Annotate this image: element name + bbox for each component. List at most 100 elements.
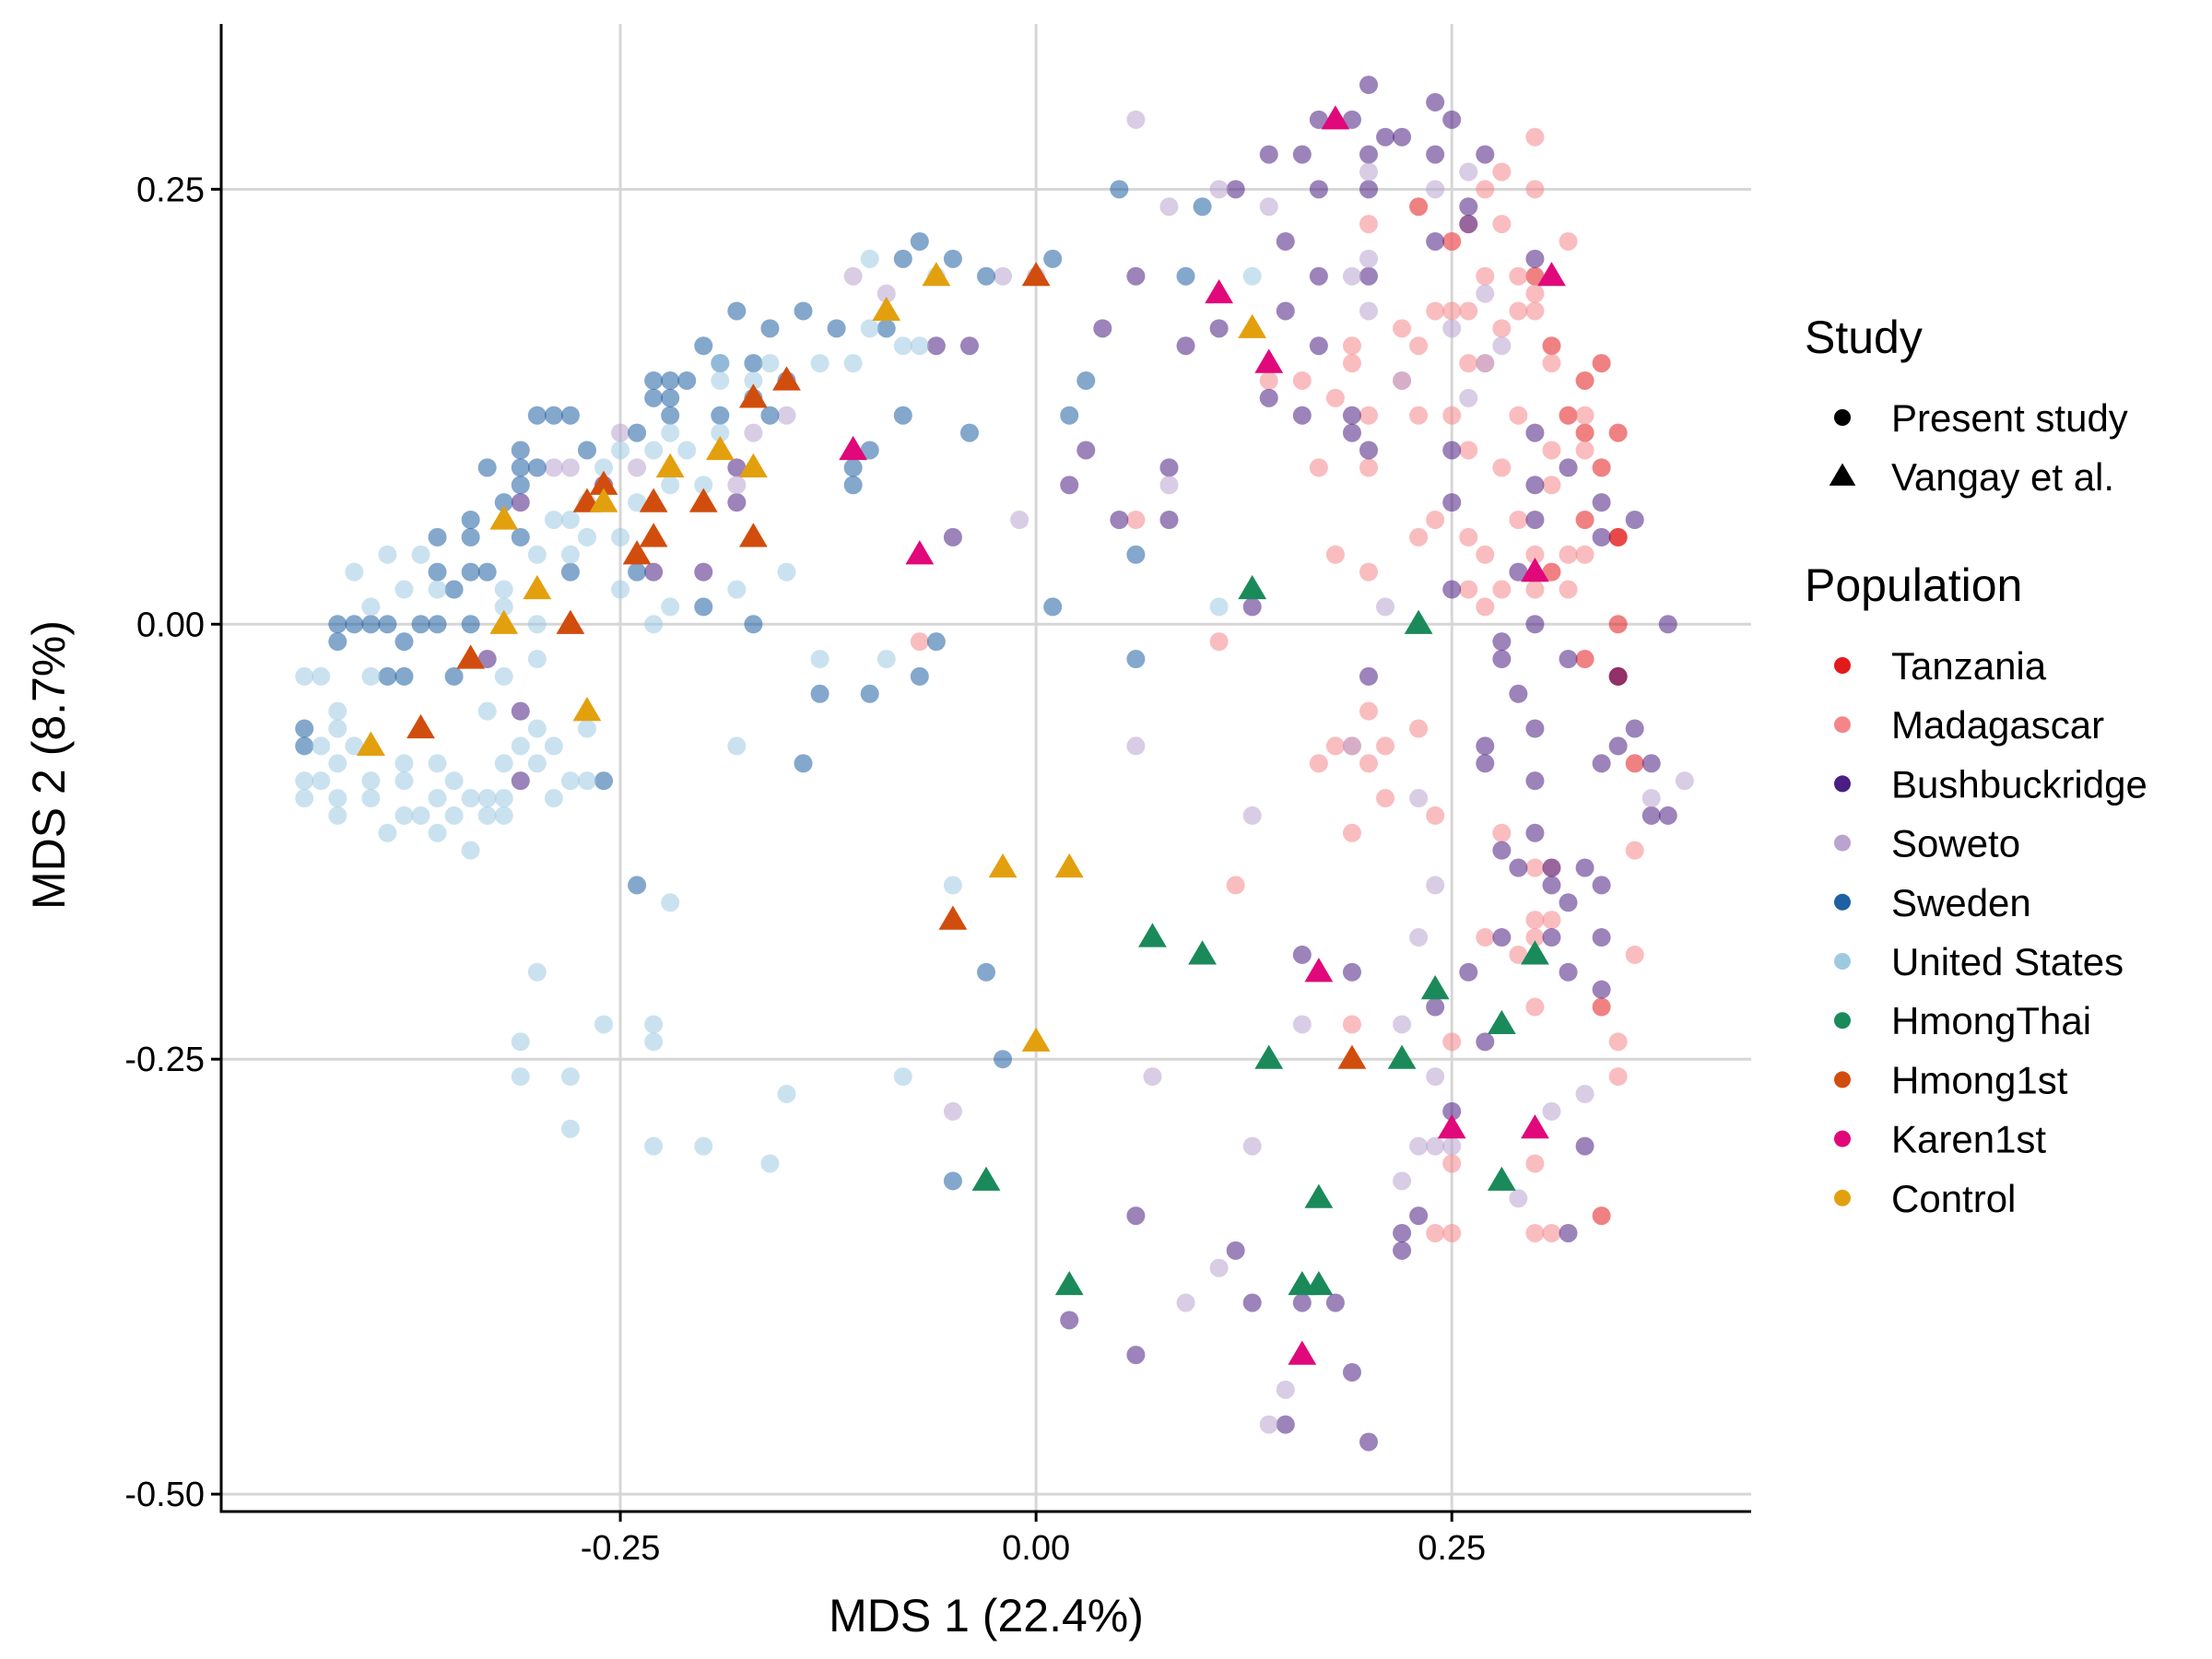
data-point-bb — [1476, 145, 1495, 164]
data-point-se — [345, 615, 364, 634]
data-point-se — [328, 615, 347, 634]
data-point-bb — [1292, 406, 1312, 425]
data-point-ht — [1304, 1270, 1334, 1296]
data-point-se — [378, 615, 397, 634]
legend-population-key — [1834, 1012, 1851, 1030]
legend-population-key — [1834, 775, 1851, 793]
data-point-bb — [1159, 458, 1179, 477]
data-point-md — [1542, 911, 1561, 930]
data-point-us — [527, 615, 547, 634]
data-point-sw — [1276, 1380, 1295, 1399]
data-point-bb — [1309, 336, 1328, 356]
data-point-bb — [1342, 962, 1361, 982]
data-point-h1 — [456, 644, 486, 669]
data-point-bb — [1426, 231, 1445, 251]
data-point-us — [378, 823, 397, 842]
data-point-h1 — [556, 609, 585, 634]
data-point-us — [494, 789, 513, 808]
data-point-se — [760, 406, 780, 425]
data-point-se — [760, 319, 780, 338]
data-point-bb — [511, 771, 530, 791]
data-point-se — [1176, 266, 1195, 286]
data-point-md — [1309, 458, 1328, 477]
data-point-se — [511, 476, 530, 495]
data-point-bb — [1525, 249, 1545, 268]
data-point-us — [594, 1015, 613, 1034]
data-point-sw — [1641, 789, 1661, 808]
data-point-us — [644, 1136, 664, 1156]
legend-study-title: Study — [1805, 312, 1923, 363]
data-point-md — [1426, 511, 1445, 529]
data-point-md — [1625, 841, 1644, 860]
data-point-us — [511, 1032, 530, 1052]
data-point-md — [1476, 545, 1495, 564]
data-point-bb — [1442, 441, 1462, 460]
data-point-bb — [1342, 110, 1361, 129]
legend-population-key — [1834, 834, 1851, 852]
data-point-se — [461, 527, 480, 547]
data-point-sw — [1259, 1415, 1278, 1434]
data-point-bb — [1159, 511, 1179, 529]
data-point-h1 — [688, 488, 718, 512]
data-point-md — [1459, 441, 1478, 460]
legend-population-label: HmongThai — [1891, 999, 2091, 1042]
data-point-md — [1525, 928, 1545, 947]
data-point-bb — [1426, 92, 1445, 112]
data-point-k1 — [1521, 1114, 1549, 1139]
data-point-se — [860, 441, 879, 460]
data-point-md — [1359, 215, 1378, 234]
data-point-us — [1209, 597, 1229, 617]
data-point-tz — [1575, 371, 1594, 390]
legend: Study Present study Vangay et al. Populat… — [1805, 312, 2147, 1220]
data-point-us — [494, 666, 513, 686]
data-point-us — [910, 336, 929, 356]
data-point-us — [661, 893, 680, 912]
data-point-us — [494, 597, 513, 617]
data-point-md — [1226, 876, 1245, 895]
data-point-md — [1126, 511, 1146, 529]
data-point-bb — [1625, 719, 1644, 738]
data-point-md — [1426, 1223, 1445, 1242]
legend-population-key — [1834, 1189, 1851, 1206]
data-point-se — [910, 231, 929, 251]
data-point-se — [711, 406, 730, 425]
data-point-bb — [1292, 945, 1312, 964]
data-point-md — [1525, 180, 1545, 199]
y-ticks: 0.25 0.00 -0.25 -0.50 — [124, 171, 221, 1514]
data-point-bb — [1126, 1346, 1146, 1365]
data-point-us — [328, 789, 347, 808]
data-point-se — [628, 423, 647, 442]
data-point-ht — [1487, 1009, 1516, 1035]
data-point-us — [694, 476, 713, 495]
data-point-bb — [1492, 928, 1512, 947]
data-point-md — [1525, 284, 1545, 303]
data-point-k1 — [905, 540, 935, 565]
data-point-se — [727, 301, 747, 321]
data-point-sw — [1509, 1189, 1528, 1208]
data-point-md — [1525, 580, 1545, 599]
data-point-md — [1525, 858, 1545, 877]
data-point-bb — [1492, 841, 1512, 860]
data-point-bb — [1592, 928, 1611, 947]
data-point-h1 — [622, 540, 652, 565]
data-point-se — [943, 249, 962, 268]
data-point-bb — [727, 493, 747, 512]
data-point-md — [1393, 319, 1412, 338]
data-point-us — [312, 736, 331, 756]
data-point-se — [794, 754, 813, 773]
legend-population-key — [1834, 1130, 1851, 1147]
data-point-us — [777, 562, 796, 582]
data-point-md — [1559, 545, 1578, 564]
data-point-tz — [1525, 266, 1545, 286]
data-point-us — [328, 719, 347, 738]
data-point-se — [694, 336, 713, 356]
data-point-bb — [694, 562, 713, 582]
data-point-sw — [1359, 162, 1378, 182]
y-tick-label: 0.00 — [136, 606, 205, 644]
data-point-se — [378, 666, 397, 686]
data-point-md — [1492, 823, 1512, 842]
data-point-se — [860, 684, 879, 703]
data-point-md — [1542, 354, 1561, 373]
data-point-sw — [943, 1101, 962, 1121]
